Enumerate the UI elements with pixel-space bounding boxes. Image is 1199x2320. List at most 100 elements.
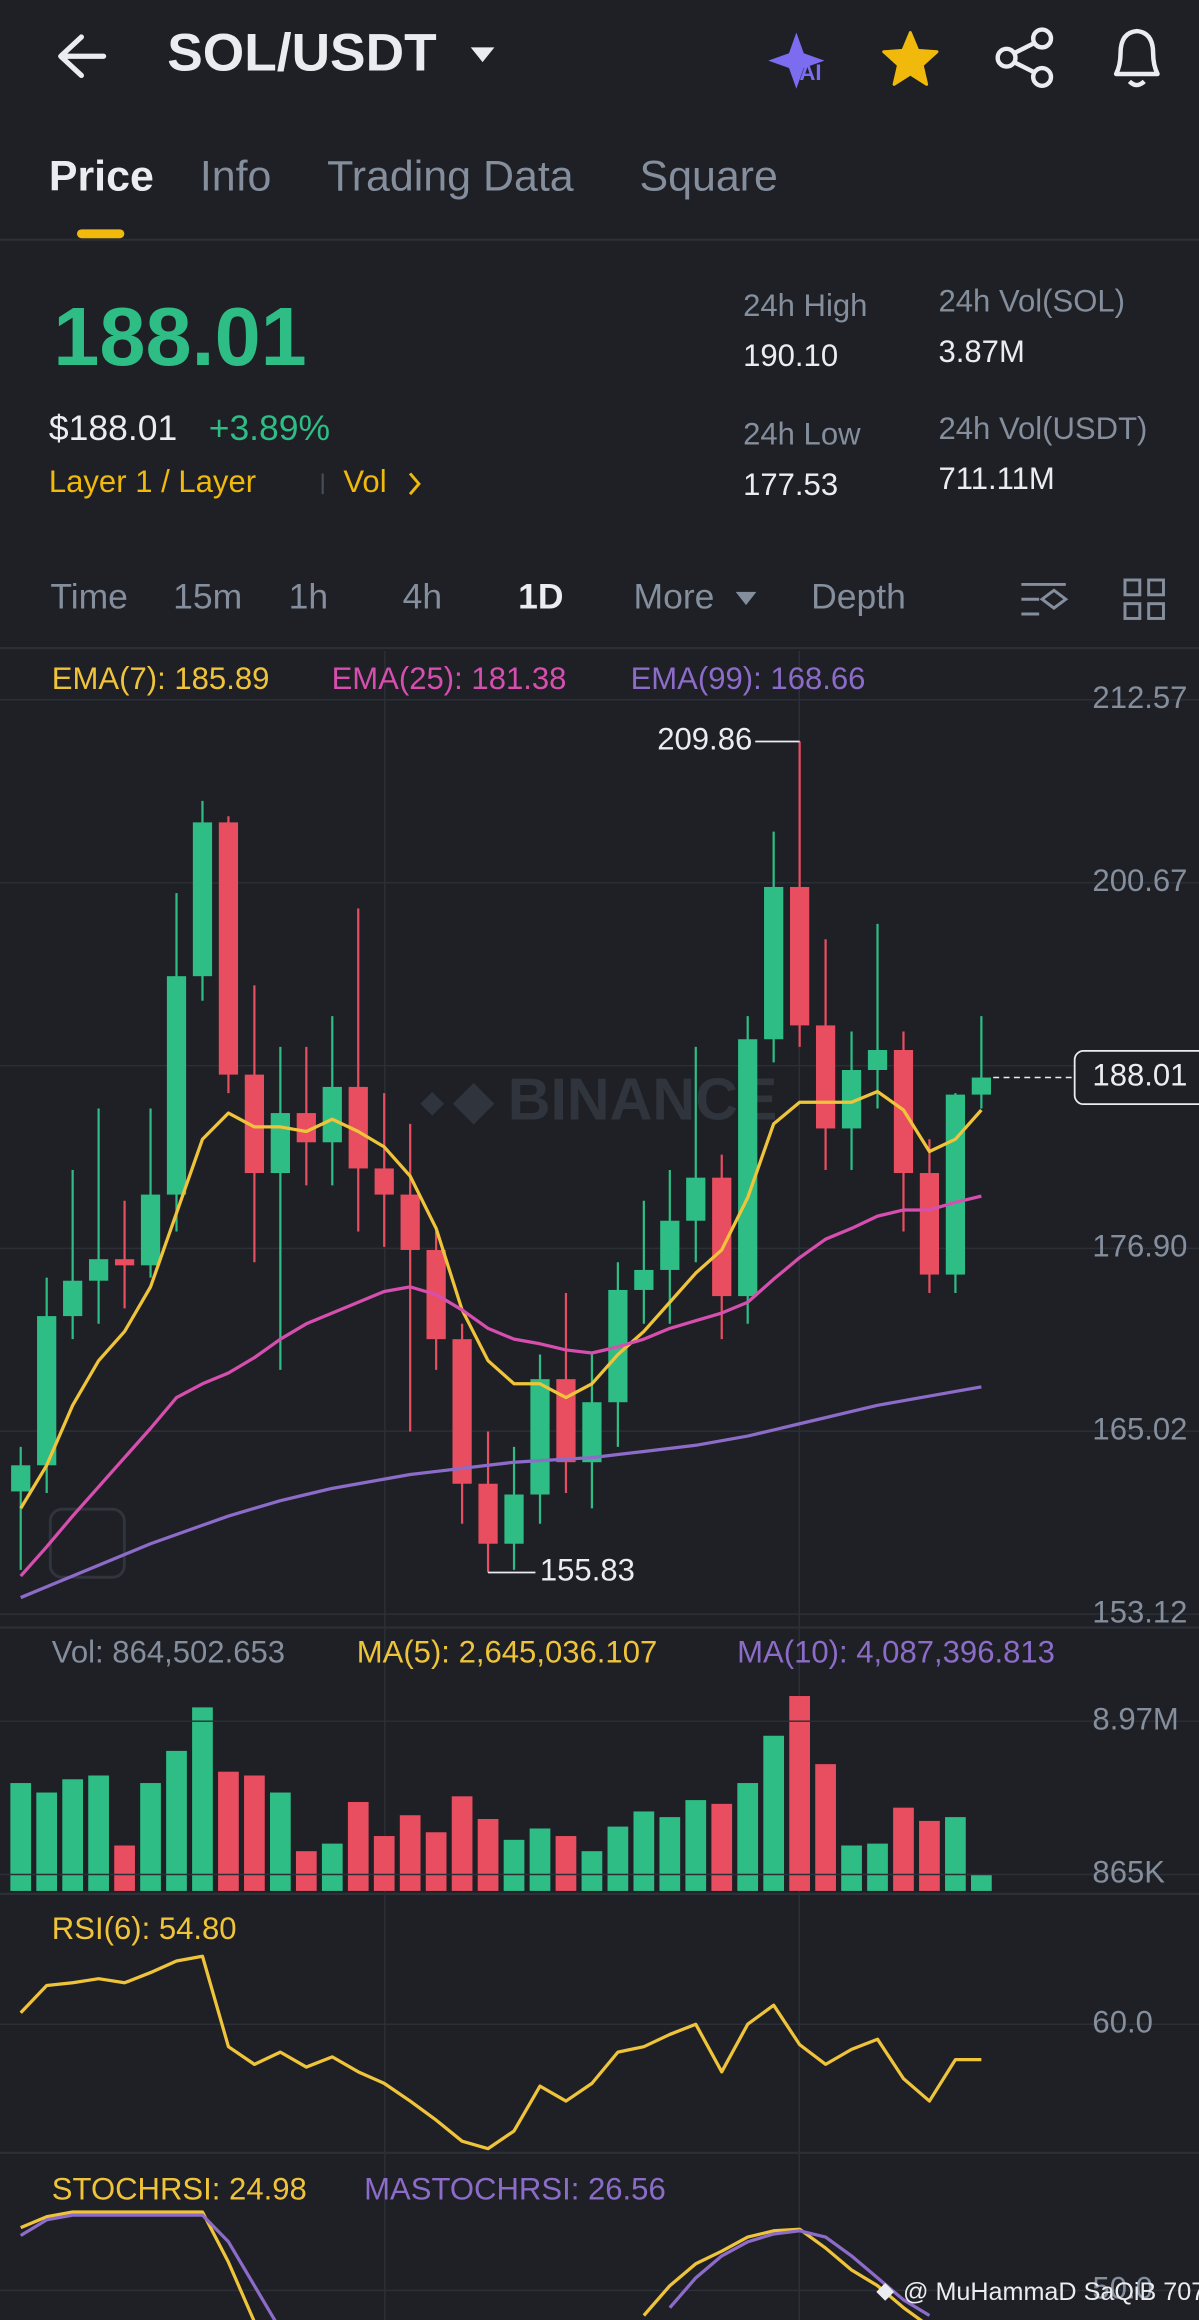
stat-label: 24h Vol(SOL): [938, 284, 1125, 319]
back-button[interactable]: [58, 34, 107, 79]
candle-body: [244, 1074, 265, 1174]
candle-body: [218, 822, 239, 1075]
y-tick-label: 212.57: [1092, 680, 1187, 715]
chart-area: 153.12165.02176.90188.78200.67212.57BINA…: [0, 661, 1199, 2320]
volume-bar: [971, 1874, 992, 1891]
volume-bar: [425, 1832, 447, 1891]
legend-entry: EMA(7): 185.89: [52, 661, 270, 696]
pair-title[interactable]: SOL/USDT: [167, 23, 436, 82]
favorite-button[interactable]: [882, 31, 939, 86]
layout-button[interactable]: [1123, 578, 1165, 620]
indicator-line: [19, 1954, 982, 2151]
candle-body: [712, 1177, 732, 1297]
active-tab-indicator: [76, 229, 125, 239]
y-tick-label: 200.67: [1092, 863, 1187, 898]
interval[interactable]: 1D: [518, 577, 563, 617]
ai-button[interactable]: AI: [768, 32, 825, 89]
volume-bar: [166, 1750, 187, 1891]
interval[interactable]: More: [634, 577, 715, 617]
candle-body: [556, 1379, 576, 1463]
volume-bar: [36, 1792, 58, 1891]
volume-bar: [477, 1819, 499, 1891]
volume-bar: [685, 1800, 707, 1891]
candle-body: [867, 1050, 888, 1071]
indicator-settings-button[interactable]: [1021, 582, 1069, 616]
volume-bar: [88, 1775, 109, 1891]
candle-body: [478, 1483, 498, 1544]
low-marker-label: 155.83: [540, 1553, 635, 1588]
volume-bar: [295, 1851, 317, 1891]
vol-link[interactable]: Vol: [343, 464, 386, 499]
alert-button[interactable]: [1113, 28, 1160, 88]
high-marker-label: 209.86: [657, 722, 752, 757]
candle-body: [790, 886, 810, 1026]
y-tick-label: 50.0: [1092, 2271, 1152, 2306]
volume-bar: [62, 1779, 84, 1891]
volume-bar: [659, 1817, 681, 1891]
tab[interactable]: Square: [639, 152, 777, 200]
y-tick-label: 165.02: [1092, 1411, 1187, 1446]
more-dropdown[interactable]: [735, 591, 757, 606]
interval[interactable]: Depth: [811, 577, 906, 617]
pair-dropdown[interactable]: [470, 47, 495, 63]
share-button[interactable]: [995, 27, 1054, 89]
candle-body: [452, 1339, 472, 1484]
volume-legend: MA(5): 2,645,036.107: [357, 1634, 658, 1669]
interval-bar: Time 15m 1h 4h 1D More Depth: [50, 577, 906, 617]
indicator-line: [20, 1385, 982, 1600]
volume-bar: [555, 1836, 577, 1891]
sector-tag[interactable]: Layer 1 / Layer: [49, 464, 256, 499]
last-price-box: [1073, 1050, 1199, 1106]
candle-body: [504, 1494, 524, 1544]
stat-label: 24h Low: [743, 417, 861, 452]
candle-body: [764, 886, 784, 1040]
volume-bar: [581, 1851, 603, 1891]
candle-body: [63, 1280, 83, 1317]
y-tick-label: 8.97M: [1092, 1701, 1178, 1736]
tab[interactable]: Info: [200, 152, 272, 200]
y-tick-label: 865K: [1092, 1855, 1165, 1890]
candle-body: [971, 1077, 991, 1095]
candle-body: [660, 1220, 680, 1270]
indicator-line: [19, 1089, 983, 1510]
volume-bar: [399, 1815, 421, 1891]
volume-bar: [451, 1796, 473, 1891]
candle-body: [582, 1402, 602, 1463]
volume-legend: Vol: 864,502.653: [52, 1634, 285, 1669]
stat-value: 190.10: [743, 338, 838, 373]
candle-body: [348, 1086, 368, 1169]
volume-bar: [789, 1696, 810, 1891]
volume-bar: [815, 1764, 836, 1891]
indicator-line: [19, 1194, 982, 1578]
candle-body: [166, 976, 187, 1195]
tab[interactable]: Trading Data: [327, 152, 574, 200]
tab[interactable]: Price: [49, 152, 154, 200]
candle-body: [634, 1269, 654, 1290]
legend-entry: EMA(99): 168.66: [631, 661, 866, 696]
volume-bar: [607, 1826, 629, 1891]
stat-value: 711.11M: [938, 461, 1054, 496]
candle-body: [530, 1379, 550, 1495]
volume-bar: [114, 1845, 135, 1891]
legend-entry: RSI(6): 54.80: [52, 1911, 237, 1946]
volume-bar: [919, 1820, 940, 1891]
volume-bar: [244, 1775, 265, 1891]
candle-body: [270, 1113, 290, 1174]
candle-body: [841, 1070, 862, 1129]
candle-body: [738, 1039, 758, 1297]
chart-watermark: BINANCE: [508, 1065, 778, 1132]
footer-watermark: @ MuHammaD SaQiB 707: [903, 2278, 1199, 2306]
last-price-label: 188.01: [1092, 1058, 1187, 1093]
interval[interactable]: 15m: [173, 577, 242, 617]
last-price: 188.01: [53, 290, 306, 383]
candle-body: [374, 1168, 394, 1195]
volume-bar: [633, 1811, 655, 1891]
volume-bar: [945, 1817, 966, 1891]
interval[interactable]: 4h: [403, 577, 443, 617]
volume-bar: [841, 1845, 862, 1891]
interval[interactable]: 1h: [289, 577, 329, 617]
stat-value: 3.87M: [938, 334, 1024, 369]
volume-bar: [10, 1783, 32, 1891]
vol-chevron: [408, 472, 421, 496]
